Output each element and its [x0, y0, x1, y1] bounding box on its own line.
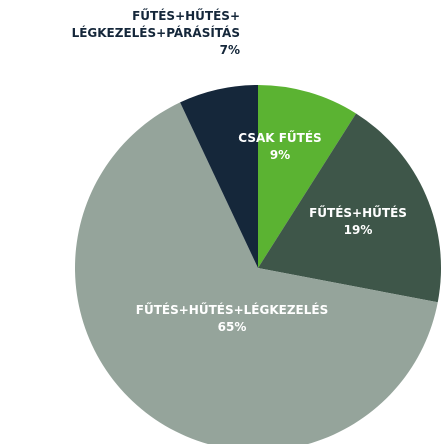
slice-label: FŰTÉS+HŰTÉS+ LÉGKEZELÉS+PÁRÁSÍTÁS 7%: [72, 8, 240, 59]
slice-label: FŰTÉS+HŰTÉS+LÉGKEZELÉS 65%: [136, 302, 328, 336]
category-label: FŰTÉS+HŰTÉS+LÉGKEZELÉS: [135, 303, 329, 317]
value-label: 65%: [217, 320, 247, 334]
slice-label: FŰTÉS+HŰTÉS 19%: [309, 205, 407, 239]
category-label: FŰTÉS+HŰTÉS: [309, 206, 407, 220]
value-label: 19%: [343, 223, 373, 237]
pie-slice: [75, 102, 438, 444]
pie-slice: [180, 85, 258, 268]
pie-slice: [258, 113, 441, 303]
pie-slice: [258, 85, 357, 268]
category-label: FŰTÉS+HŰTÉS+ LÉGKEZELÉS+PÁRÁSÍTÁS: [71, 9, 240, 40]
value-label: 9%: [269, 148, 291, 162]
value-label: 7%: [219, 43, 240, 57]
category-label: CSAK FŰTÉS: [238, 131, 322, 145]
slice-label: CSAK FŰTÉS 9%: [238, 130, 321, 164]
